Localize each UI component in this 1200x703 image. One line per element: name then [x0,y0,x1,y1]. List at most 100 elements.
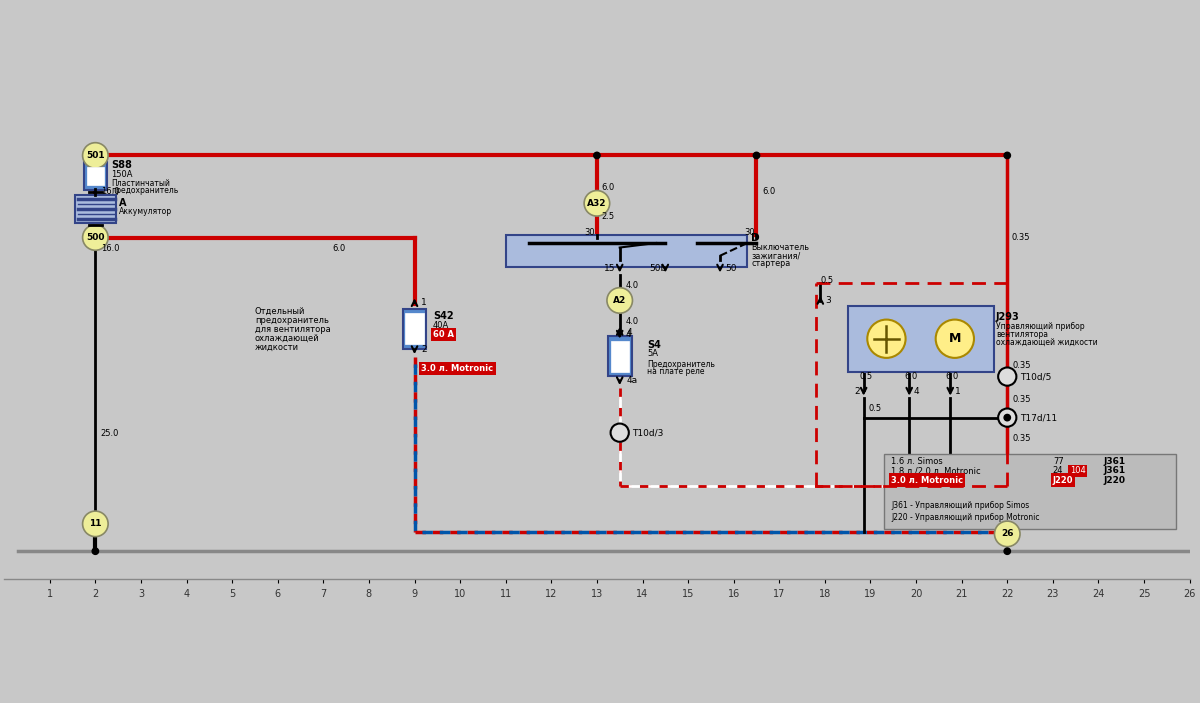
Text: A2: A2 [613,296,626,305]
Text: 16.0: 16.0 [101,188,119,196]
Text: 0.5: 0.5 [859,372,872,381]
Text: 4.0: 4.0 [625,281,638,290]
Text: 30: 30 [584,228,595,236]
Text: 50: 50 [726,264,737,273]
Text: 4a: 4a [626,376,637,385]
Circle shape [1004,548,1010,555]
Text: J220: J220 [1103,475,1126,484]
Text: 0.5: 0.5 [868,404,881,413]
Text: 1: 1 [955,387,960,396]
Circle shape [83,225,108,250]
Text: жидкости: жидкости [254,343,299,352]
Text: 0.35: 0.35 [1013,361,1031,370]
Text: A: A [119,198,126,208]
FancyBboxPatch shape [406,314,424,344]
Text: 0.35: 0.35 [1013,434,1031,443]
Text: 6.0: 6.0 [762,188,775,196]
Circle shape [584,191,610,216]
Text: T10d/5: T10d/5 [1020,372,1051,381]
Text: 6.0: 6.0 [905,372,918,381]
Circle shape [998,368,1016,386]
Text: D: D [751,233,760,243]
Text: T10d/3: T10d/3 [632,428,664,437]
FancyBboxPatch shape [505,236,748,267]
Text: 0.35: 0.35 [1013,395,1031,404]
Text: J361 - Управляющий прибор Simos: J361 - Управляющий прибор Simos [890,501,1030,510]
Text: 77: 77 [1052,458,1063,466]
Text: 1: 1 [421,298,427,307]
Text: 1.8 л./2.0 л. Motronic: 1.8 л./2.0 л. Motronic [890,467,980,475]
Text: 11: 11 [89,520,102,529]
Text: S4: S4 [647,340,661,349]
Circle shape [998,408,1016,427]
Text: 25.0: 25.0 [101,429,119,438]
Text: 30: 30 [744,228,755,236]
Text: 104: 104 [1070,467,1086,475]
Text: для вентилятора: для вентилятора [254,325,331,334]
Text: S88: S88 [112,160,132,170]
Text: 6.0: 6.0 [332,245,346,253]
FancyBboxPatch shape [608,336,631,376]
Text: J361: J361 [1103,467,1126,475]
Text: 6.0: 6.0 [601,183,614,192]
Circle shape [995,521,1020,547]
Text: 4: 4 [913,387,919,396]
Text: Отдельный: Отдельный [254,307,305,316]
Text: 24: 24 [1052,467,1063,475]
FancyBboxPatch shape [74,195,116,223]
Text: J293: J293 [996,312,1020,322]
Text: 4: 4 [625,330,631,339]
Text: 0.35: 0.35 [1012,233,1031,242]
Text: Выключатель: Выключатель [751,243,809,252]
Text: 1.6 л. Simos: 1.6 л. Simos [890,458,943,466]
Circle shape [594,153,600,159]
Circle shape [83,143,108,168]
Text: 0.5: 0.5 [821,276,834,285]
Circle shape [83,511,108,536]
Text: 40A: 40A [433,321,449,330]
Text: J220: J220 [1052,475,1073,484]
Text: 3.0 л. Motronic: 3.0 л. Motronic [421,364,493,373]
Text: 2: 2 [421,345,426,354]
Text: стартера: стартера [751,259,791,268]
FancyBboxPatch shape [86,167,104,185]
Text: охлаждающей жидкости: охлаждающей жидкости [996,338,1098,347]
Text: на плате реле: на плате реле [647,366,704,375]
Text: Управляющий прибор: Управляющий прибор [996,322,1085,331]
Text: A32: A32 [587,199,607,208]
Text: 501: 501 [86,151,104,160]
Circle shape [754,153,760,159]
Text: 5A: 5A [647,349,658,359]
Text: 6.0: 6.0 [946,372,959,381]
Text: 15: 15 [604,264,616,273]
Circle shape [1004,153,1010,159]
Circle shape [868,320,906,358]
Text: 2: 2 [854,387,860,396]
Text: 2.5: 2.5 [601,212,614,221]
Text: вентилятора: вентилятора [996,330,1048,339]
Text: J361: J361 [1103,458,1126,466]
Text: 50b: 50b [649,264,666,273]
Text: M: M [949,333,961,345]
FancyBboxPatch shape [611,340,629,372]
Text: 3: 3 [824,296,830,305]
FancyBboxPatch shape [884,454,1176,529]
FancyBboxPatch shape [84,162,107,190]
Text: предохранитель: предохранитель [254,316,329,325]
Text: предохранитель: предохранитель [112,186,179,195]
Text: 26: 26 [1001,529,1014,538]
Text: J220 - Управляющий прибор Motronic: J220 - Управляющий прибор Motronic [890,513,1039,522]
Text: зажигания/: зажигания/ [751,251,800,260]
Circle shape [92,548,98,555]
Text: охлаждающей: охлаждающей [254,334,319,343]
Text: 150A: 150A [112,170,133,179]
Text: 500: 500 [86,233,104,242]
Text: S42: S42 [433,311,454,321]
Circle shape [936,320,974,358]
Circle shape [607,288,632,314]
Circle shape [1004,415,1010,421]
Text: 3.0 л. Motronic: 3.0 л. Motronic [890,475,964,484]
Text: 16.0: 16.0 [101,245,119,253]
Circle shape [611,423,629,441]
Text: 60 A: 60 A [433,330,454,339]
